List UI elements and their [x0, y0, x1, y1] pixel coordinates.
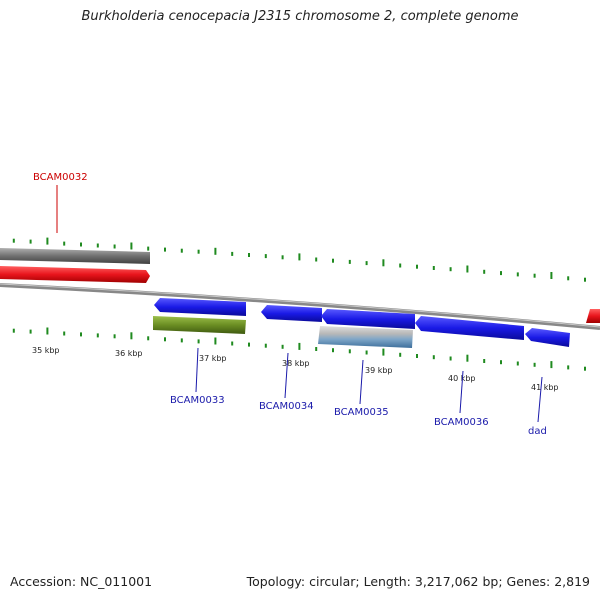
gene-label-dad[interactable]: dad — [528, 426, 547, 437]
gene-right-edge-arrow[interactable] — [586, 309, 600, 323]
scale-label-39kbp: 39 kbp — [365, 366, 393, 375]
upper-tick — [63, 242, 65, 246]
rna-bcam0033-track — [153, 316, 246, 334]
genome-summary-text: Topology: circular; Length: 3,217,062 bp… — [247, 574, 590, 589]
upper-tick — [97, 244, 99, 248]
upper-tick — [534, 274, 536, 278]
upper-tick — [517, 272, 519, 276]
upper-tick — [382, 259, 384, 266]
upper-tick — [181, 249, 183, 253]
gene-label-bcam0034[interactable]: BCAM0034 — [259, 401, 314, 412]
lower-tick — [567, 365, 569, 369]
gene-bcam0033-arrow[interactable] — [154, 298, 246, 316]
gene-label-bcam0032[interactable]: BCAM0032 — [33, 172, 88, 183]
upper-tick — [433, 266, 435, 270]
gene-dad-arrow[interactable] — [525, 328, 570, 347]
upper-tick — [332, 259, 334, 263]
lower-tick — [298, 343, 300, 350]
upper-tick — [366, 261, 368, 265]
gene-bcam0032-arrow[interactable] — [0, 266, 150, 283]
upper-tick — [349, 260, 351, 264]
lower-tick — [282, 345, 284, 349]
lower-tick — [466, 355, 468, 362]
lower-tick — [382, 349, 384, 356]
upper-tick — [214, 248, 216, 255]
gene-bcam0034-arrow[interactable] — [261, 305, 322, 322]
lower-tick — [114, 334, 116, 338]
lower-tick — [399, 353, 401, 357]
lower-tick — [265, 344, 267, 348]
upper-tick — [231, 252, 233, 256]
scale-label-38kbp: 38 kbp — [282, 359, 310, 368]
genome-map: 35 kbp 36 kbp 37 kbp 38 kbp 39 kbp 40 kb… — [0, 0, 600, 600]
upper-tick — [198, 250, 200, 254]
lower-tick — [214, 338, 216, 345]
upper-tick — [550, 272, 552, 279]
lower-tick — [534, 363, 536, 367]
lower-tick — [13, 329, 15, 333]
upper-tick — [450, 267, 452, 271]
lower-tick — [416, 354, 418, 358]
lower-tick — [63, 332, 65, 336]
scale-label-35kbp: 35 kbp — [32, 346, 60, 355]
upper-tick — [164, 248, 166, 252]
leader-bcam0035 — [360, 360, 363, 404]
lower-tick — [198, 339, 200, 343]
upper-tick — [483, 270, 485, 274]
scale-label-37kbp: 37 kbp — [199, 354, 227, 363]
upper-tick — [265, 254, 267, 258]
accession-text: Accession: NC_011001 — [10, 574, 152, 589]
lower-tick — [349, 349, 351, 353]
lower-tick — [483, 359, 485, 363]
scale-label-36kbp: 36 kbp — [115, 349, 143, 358]
upper-tick — [315, 258, 317, 262]
upper-tick — [282, 255, 284, 259]
lower-tick — [366, 351, 368, 355]
upper-tick — [114, 245, 116, 249]
lower-tick — [332, 348, 334, 352]
lower-tick — [433, 355, 435, 359]
upper-tick — [466, 266, 468, 273]
upper-tick — [130, 243, 132, 250]
gene-label-bcam0035[interactable]: BCAM0035 — [334, 407, 389, 418]
upper-tick — [567, 276, 569, 280]
lower-tick — [231, 342, 233, 346]
lower-tick — [164, 337, 166, 341]
upper-tick — [416, 265, 418, 269]
rna-bcam0035-track — [318, 326, 413, 348]
lower-tick — [181, 338, 183, 342]
upper-tick — [147, 247, 149, 251]
lower-tick — [550, 361, 552, 368]
gene-label-bcam0033[interactable]: BCAM0033 — [170, 395, 225, 406]
lower-tick — [584, 367, 586, 371]
lower-tick — [130, 332, 132, 339]
lower-tick — [500, 360, 502, 364]
upper-tick — [584, 278, 586, 282]
lower-tick — [315, 347, 317, 351]
gray-gene-track — [0, 248, 150, 264]
upper-tick — [298, 253, 300, 260]
upper-tick — [30, 240, 32, 244]
lower-tick — [30, 330, 32, 334]
lower-tick — [248, 343, 250, 347]
leader-bcam0033 — [196, 348, 198, 392]
scale-label-41kbp: 41 kbp — [531, 383, 559, 392]
upper-tick — [13, 239, 15, 243]
gene-label-bcam0036[interactable]: BCAM0036 — [434, 417, 489, 428]
upper-tick — [80, 243, 82, 247]
lower-tick — [147, 336, 149, 340]
lower-tick — [517, 362, 519, 366]
upper-tick — [46, 238, 48, 245]
upper-tick — [500, 271, 502, 275]
lower-tick — [97, 333, 99, 337]
scale-labels: 35 kbp 36 kbp 37 kbp 38 kbp 39 kbp 40 kb… — [32, 346, 559, 392]
lower-tick — [450, 357, 452, 361]
upper-tick — [399, 264, 401, 268]
backbone-line — [0, 285, 600, 328]
lower-tick — [46, 328, 48, 335]
upper-tick — [248, 253, 250, 257]
lower-tick — [80, 332, 82, 336]
